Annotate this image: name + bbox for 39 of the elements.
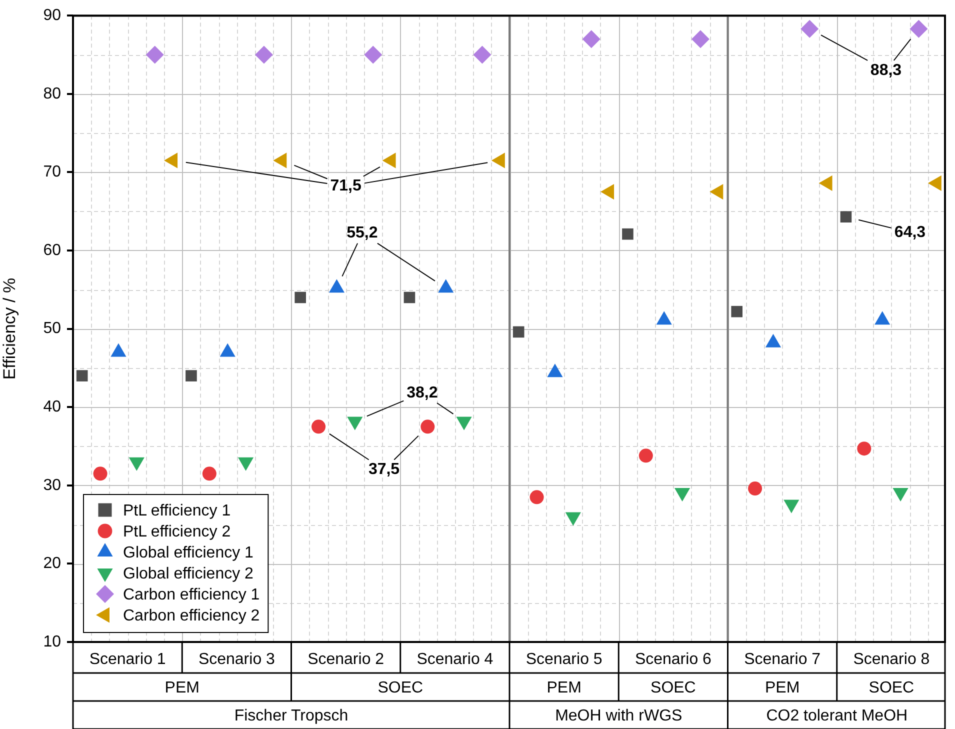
text: SOEC xyxy=(650,679,696,696)
text: PEM xyxy=(164,679,200,696)
y-tick-label: 60 xyxy=(43,242,62,259)
y-tick-label: 20 xyxy=(43,555,62,572)
y-tick-label: 30 xyxy=(43,476,62,494)
y-tick-label: 90 xyxy=(43,7,62,24)
legend-label: Carbon efficiency 2 xyxy=(123,607,260,624)
annotation: 88,3 xyxy=(870,62,902,79)
x-tick-label: Scenario 1 xyxy=(89,651,166,668)
text: SOEC xyxy=(378,679,424,696)
legend-label: PtL efficiency 1 xyxy=(123,502,231,520)
annotation: 38,2 xyxy=(406,384,438,402)
text: Fischer Tropsch xyxy=(234,707,348,724)
legend-label: Global efficiency 1 xyxy=(123,544,254,562)
x-tick-label: Scenario 7 xyxy=(744,651,821,668)
text: PEM xyxy=(546,679,582,696)
y-tick-label: 70 xyxy=(43,164,62,181)
annotation: 71,5 xyxy=(330,178,362,195)
legend-label: PtL efficiency 2 xyxy=(123,523,231,540)
x-tick-label: Scenario 8 xyxy=(853,651,930,668)
legend-label: Carbon efficiency 1 xyxy=(123,586,260,604)
text: MeOH with rWGS xyxy=(555,707,682,724)
y-axis-title: Efficiency / % xyxy=(0,278,19,380)
annotation: 55,2 xyxy=(346,224,378,242)
y-tick-label: 50 xyxy=(43,320,62,338)
x-tick-label: Scenario 3 xyxy=(198,651,276,668)
y-tick-label: 40 xyxy=(43,398,62,416)
y-tick-label: 80 xyxy=(43,85,62,102)
x-tick-label: Scenario 4 xyxy=(416,651,494,668)
x-tick-label: Scenario 2 xyxy=(308,651,384,668)
x-tick-label: Scenario 6 xyxy=(634,651,712,668)
text: SOEC xyxy=(868,679,914,696)
legend-label: Global efficiency 2 xyxy=(123,565,254,582)
annotation: 37,5 xyxy=(368,461,400,478)
annotation: 64,3 xyxy=(894,224,926,241)
x-tick-label: Scenario 5 xyxy=(526,651,602,668)
text: CO2 tolerant MeOH xyxy=(766,707,908,724)
text: PEM xyxy=(764,679,800,696)
y-tick-label: 10 xyxy=(43,633,62,650)
